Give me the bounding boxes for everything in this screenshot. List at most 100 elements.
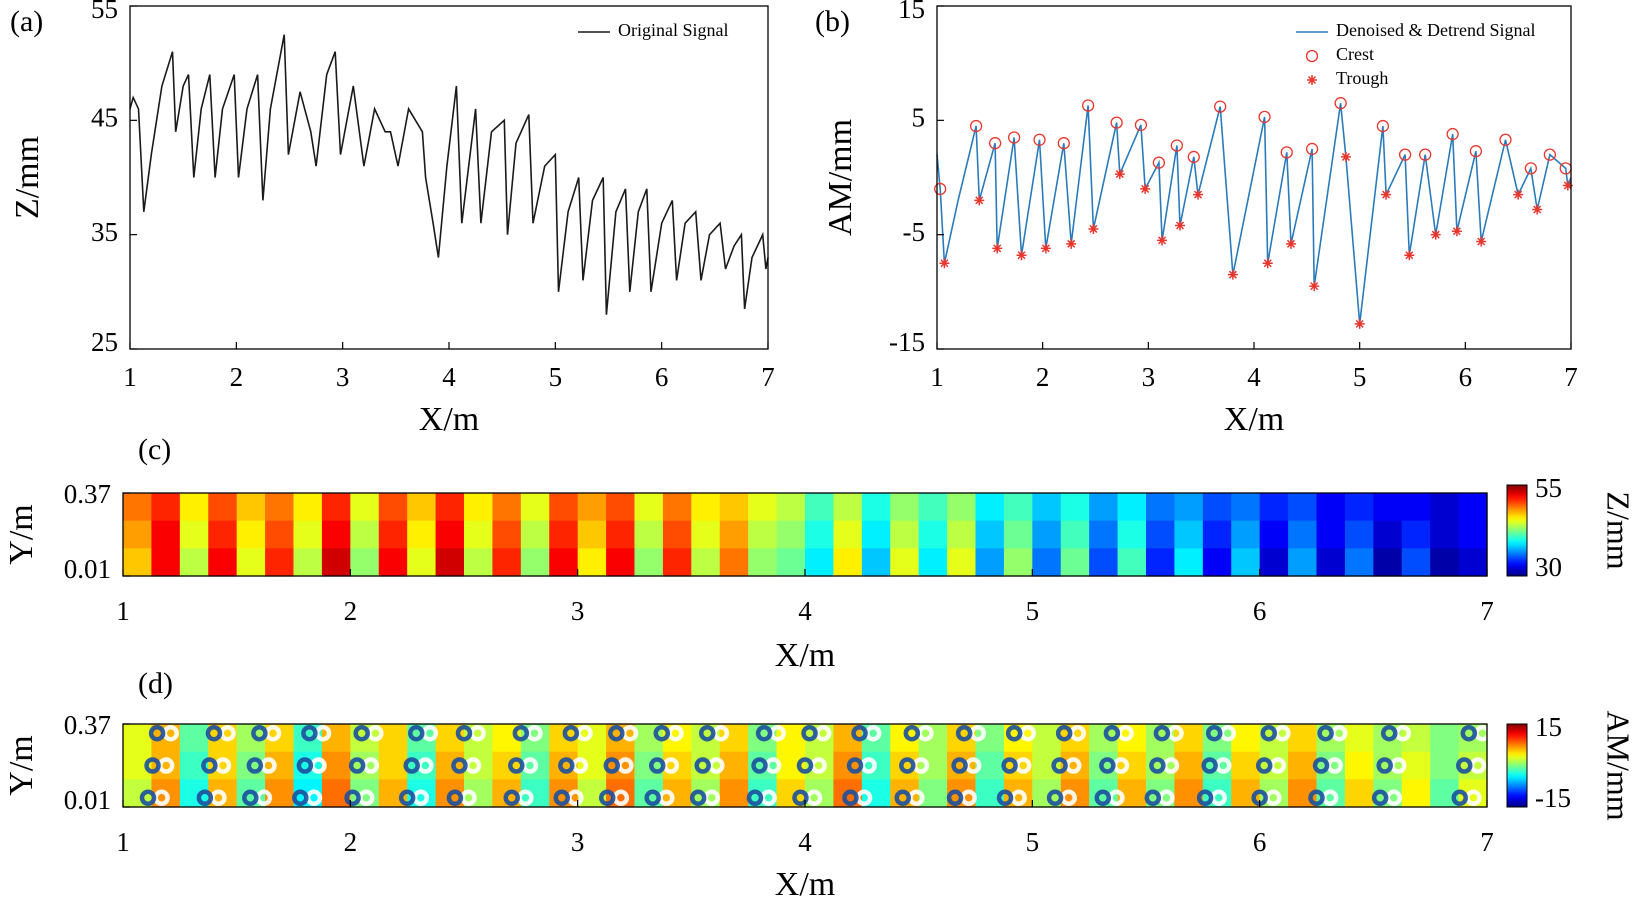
overlay-marker	[1005, 724, 1023, 742]
overlay-marker	[398, 789, 416, 807]
heatmap-cell	[1430, 724, 1460, 753]
heatmap-cell	[1003, 493, 1033, 522]
legend-entry: Denoised & Detrend Signal	[1296, 20, 1535, 40]
heatmap-cell	[947, 548, 977, 577]
plot-frame	[129, 5, 769, 350]
heatmap-cell	[492, 751, 522, 780]
y-tick-label: 15	[898, 0, 925, 24]
trough-marker	[974, 195, 985, 206]
crest-marker	[1110, 116, 1123, 129]
heatmap-cell	[975, 520, 1005, 549]
heatmap-cell	[464, 548, 494, 577]
x-tick-label: 2	[344, 596, 358, 626]
heatmap-cell	[208, 520, 238, 549]
crest-marker	[969, 119, 983, 133]
crest-marker	[1258, 110, 1271, 124]
heatmap-cell	[662, 493, 692, 522]
x-tick-label: 1	[930, 362, 944, 392]
heatmap-cell	[1060, 493, 1090, 522]
trough-marker	[1088, 223, 1099, 234]
heatmap-cell	[1458, 520, 1488, 549]
heatmap-cell	[435, 493, 465, 522]
overlay-marker	[1099, 757, 1116, 774]
heatmap-cell	[549, 548, 579, 577]
colorbar	[1506, 723, 1528, 808]
overlay-marker	[139, 789, 157, 807]
x-tick-label: 2	[1036, 362, 1050, 392]
overlay-marker	[1460, 724, 1478, 742]
crest-marker	[1134, 118, 1148, 132]
heatmap-cell	[265, 493, 295, 522]
heatmap-cell	[1003, 548, 1033, 577]
legend-swatch	[1305, 49, 1319, 63]
heatmap-cell	[634, 493, 664, 522]
overlay-marker	[503, 789, 520, 807]
heatmap-cell	[975, 548, 1005, 577]
heatmap-cell	[1060, 548, 1090, 577]
heatmap-cell	[606, 493, 636, 522]
x-tick-label: 4	[798, 827, 812, 857]
heatmap-cell	[577, 751, 607, 780]
heatmap-cell	[719, 493, 749, 522]
x-tick-label: 6	[1253, 596, 1267, 626]
x-tick-label: 5	[1026, 596, 1040, 626]
legend-label: Crest	[1336, 44, 1374, 64]
y-tick-label: 0.01	[64, 554, 111, 584]
heatmap-cell	[833, 520, 863, 549]
crest-marker	[1187, 150, 1200, 164]
overlay-marker	[348, 757, 366, 774]
overlay-marker	[1201, 757, 1218, 774]
crest-marker	[1305, 142, 1319, 156]
crest-marker	[1334, 97, 1347, 110]
heatmap-cell	[748, 548, 778, 577]
heatmap-cell	[378, 520, 408, 549]
trough-marker	[1404, 250, 1415, 261]
overlay-marker	[353, 724, 370, 742]
x-axis-label: X/m	[1224, 401, 1284, 438]
trough-marker	[1040, 243, 1051, 254]
overlay-marker	[846, 757, 864, 774]
colorbar-tick-label: -15	[1535, 783, 1571, 813]
heatmap-cell	[918, 493, 948, 522]
overlay-marker	[512, 724, 530, 742]
overlay-marker	[1046, 789, 1064, 807]
trough-marker	[939, 258, 950, 269]
overlay-marker	[792, 789, 809, 807]
trough-marker	[1476, 236, 1487, 247]
heatmap-cell	[861, 493, 891, 522]
heatmap-cell	[1174, 493, 1204, 522]
heatmap-cell	[890, 493, 920, 522]
heatmap-cell	[293, 493, 323, 522]
heatmap-cell	[1288, 548, 1318, 577]
crest-marker	[1469, 145, 1483, 158]
overlay-marker	[694, 757, 711, 774]
heatmap-cell	[435, 751, 465, 780]
heatmap-cell	[464, 520, 494, 549]
heatmap-cell	[321, 520, 351, 549]
heatmap-cell	[1032, 548, 1062, 577]
heatmap-cell	[492, 548, 522, 577]
overlay-marker	[751, 757, 768, 774]
heatmap-cell	[1259, 493, 1289, 522]
crest-marker	[1524, 162, 1537, 175]
heatmap-cell	[1202, 493, 1232, 522]
overlay-marker	[1055, 724, 1073, 742]
heatmap-cell	[123, 724, 153, 753]
y-axis-label: Y/m	[3, 504, 40, 564]
heatmap-cell	[634, 548, 664, 577]
overlay-marker	[698, 724, 716, 742]
heatmap-cell	[805, 493, 835, 522]
heatmap-cell	[123, 493, 153, 522]
crest-marker	[1543, 148, 1557, 161]
overlay-marker	[1051, 757, 1068, 774]
y-tick-label: 5	[912, 103, 926, 133]
panel-label: (b)	[815, 5, 850, 38]
heatmap-cell	[1344, 724, 1374, 753]
heatmap-cell	[1259, 548, 1289, 577]
heatmap-cell	[1032, 751, 1062, 780]
overlay-marker	[558, 757, 575, 774]
heatmap-cell	[1316, 493, 1346, 522]
trough-marker	[1114, 169, 1125, 180]
overlay-marker	[996, 789, 1014, 807]
